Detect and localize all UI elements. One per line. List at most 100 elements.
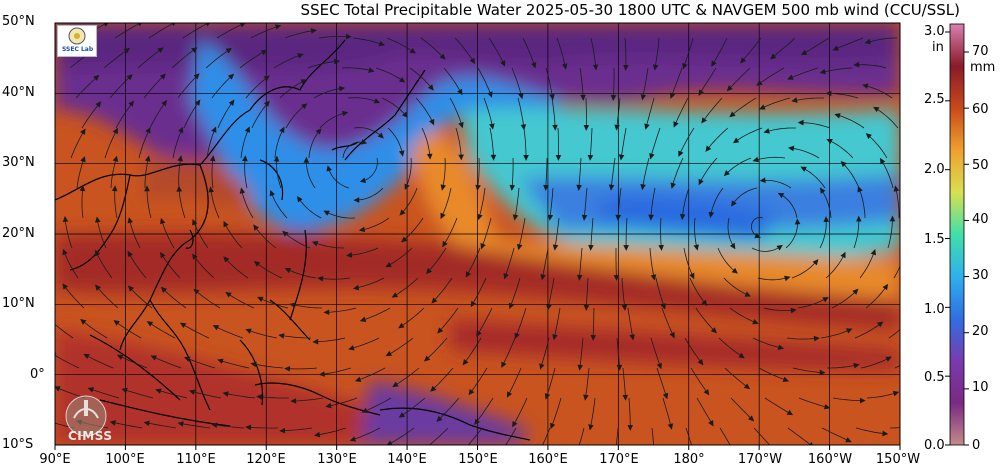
wind-arrowhead [879,157,886,165]
wind-streamline [138,127,151,159]
wind-arrowhead [697,359,704,366]
wind-arrowhead [359,316,367,322]
wind-arrowhead [797,119,804,126]
wind-streamline [352,37,385,46]
lat-label-50n: 50°N [2,14,35,29]
wind-streamline [62,283,85,309]
wind-streamline [899,307,900,308]
wind-streamline [467,427,483,445]
wind-arrowhead [348,345,355,351]
wind-streamline [481,217,492,249]
wind-arrowhead [552,334,558,341]
wind-streamline [866,133,888,159]
coastlines [55,39,531,441]
wind-streamline [348,337,380,350]
wind-arrowhead [693,244,699,251]
wind-arrowhead [588,424,594,431]
wind-streamline [205,48,232,69]
wind-streamline [778,192,798,219]
wind-arrowhead [398,150,405,157]
wind-streamline [763,307,796,312]
wind-arrowhead [123,47,131,54]
wind-streamline [251,363,284,369]
lon-ticks [54,445,901,450]
wind-streamline [785,219,798,249]
wind-arrowhead [470,300,477,308]
cb-mm-40: 40 [972,212,989,227]
wind-streamline [431,277,453,304]
wind-streamline [103,48,130,69]
wind-streamline [211,74,234,99]
wind-arrowhead [794,218,801,225]
wind-arrowhead [177,421,184,427]
wind-streamline [468,367,488,395]
wind-streamline [862,84,893,99]
wind-streamline [682,37,694,69]
wind-streamline [616,337,621,370]
wind-streamline [841,161,860,189]
wind-arrowhead [509,184,516,191]
wind-streamline [313,87,345,99]
wind-arrowhead [583,304,590,311]
ssec-emblem-icon [68,27,86,45]
wind-streamline [547,277,555,310]
wind-arrowhead [436,415,443,422]
wind-arrowhead [474,418,480,425]
wind-streamline [257,396,289,399]
wind-streamline [826,92,859,99]
wind-streamline [273,53,303,69]
wind-streamline [443,67,463,95]
wind-arrowhead [508,302,515,310]
lat-label-0: 0° [30,367,45,382]
wind-streamline [827,364,859,369]
wind-arrowhead [194,99,201,106]
wind-arrowhead [143,420,150,427]
wind-arrowhead [489,123,495,130]
wind-arrowhead [391,292,399,298]
wind-arrowhead [500,60,506,67]
wind-streamline [274,127,285,159]
wind-streamline [556,37,567,69]
wind-arrowhead [284,267,292,274]
wind-arrowhead [87,387,95,393]
wind-arrowhead [157,47,164,54]
wind-arrowhead [386,440,393,445]
wind-arrowhead [652,455,656,460]
wind-streamline [478,187,486,220]
wind-streamline [801,166,826,189]
wind-arrowhead [424,355,431,362]
wind-arrowhead [552,124,558,131]
wind-streamline [55,323,74,339]
wind-streamline [654,37,660,70]
wind-arrowhead [490,154,497,161]
wind-arrowhead [623,245,629,251]
wind-streamline [787,427,812,445]
wind-streamline [579,337,584,370]
wind-streamline [183,99,201,129]
wind-arrowhead [360,139,368,145]
cb-mm-70: 70 [972,44,989,59]
wind-arrowhead [48,318,53,323]
wind-arrowhead [353,197,360,203]
wind-streamline [860,356,892,369]
wind-streamline [727,217,736,249]
wind-arrowhead [787,145,795,152]
wind-arrowhead [325,402,332,409]
wind-arrowhead [787,74,794,80]
wind-streamline [428,427,449,445]
wind-streamline [786,337,819,340]
wind-streamline [890,427,900,429]
wind-arrowhead [812,259,819,266]
wind-arrowhead [613,274,620,281]
wind-arrowhead [183,356,191,362]
wind-streamline [798,397,830,409]
wind-streamline [223,392,256,399]
wind-arrowhead [256,394,263,400]
wind-streamline [305,157,316,189]
cb-in-0-5: 0.5 [924,370,945,385]
wind-arrowhead [819,187,826,194]
wind-arrowhead [155,388,162,394]
wind-streamline [801,37,830,56]
wind-arrowhead [756,80,763,86]
wind-streamline [711,37,728,67]
